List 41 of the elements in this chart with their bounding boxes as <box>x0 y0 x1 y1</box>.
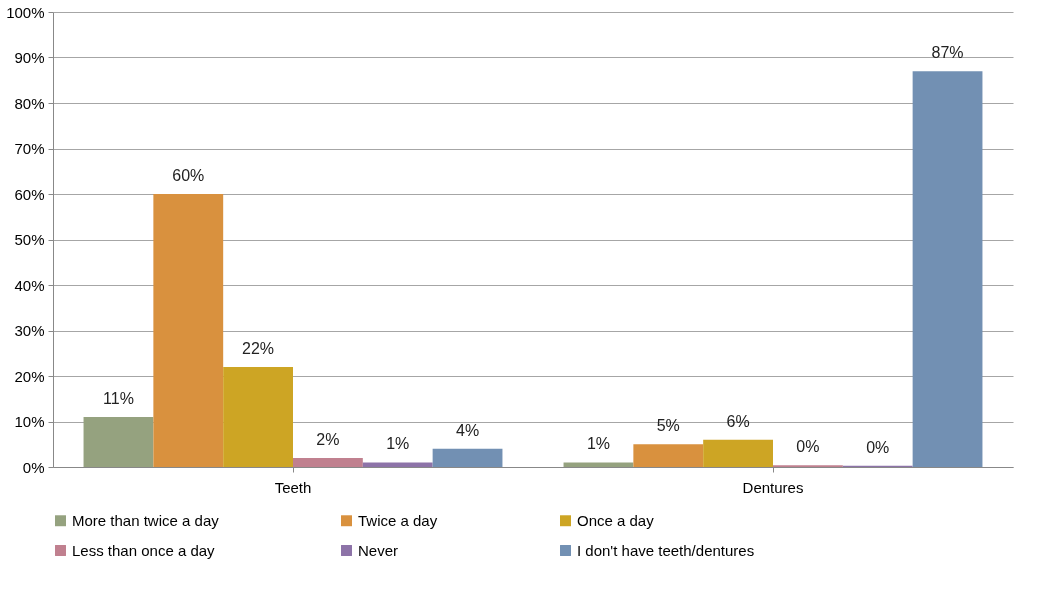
legend-label: Less than once a day <box>72 541 216 559</box>
data-label: 4% <box>455 421 480 439</box>
y-tick-label: 40% <box>14 276 45 294</box>
legend-label: Twice a day <box>358 511 438 529</box>
bar <box>563 462 634 467</box>
x-tick-label: Dentures <box>742 478 804 496</box>
bar <box>362 462 433 467</box>
x-tick-label: Teeth <box>274 478 312 496</box>
y-tick-label: 10% <box>14 413 45 430</box>
y-tick-label: 70% <box>14 140 45 157</box>
data-label: 1% <box>386 435 410 453</box>
bar <box>223 366 293 467</box>
bar <box>633 444 704 467</box>
bar <box>83 416 154 467</box>
y-tick-label: 80% <box>14 94 45 112</box>
bar <box>153 194 224 467</box>
data-label: 5% <box>656 417 680 435</box>
legend-label: Never <box>358 541 399 559</box>
data-label: 6% <box>726 412 750 430</box>
data-label: 22% <box>242 339 275 357</box>
data-label: 0% <box>796 438 820 456</box>
data-label: 2% <box>316 430 340 448</box>
bar <box>432 448 503 467</box>
y-tick-label: 90% <box>14 49 45 66</box>
bar <box>293 457 363 467</box>
y-tick-label: 60% <box>14 185 45 203</box>
bar <box>703 439 773 467</box>
legend-label: More than twice a day <box>72 511 220 529</box>
y-tick-label: 30% <box>14 322 45 339</box>
y-tick-label: 100% <box>6 3 45 21</box>
data-label: 11% <box>103 389 134 407</box>
data-label: 60% <box>172 167 205 184</box>
legend-label: I don't have teeth/dentures <box>577 541 755 559</box>
y-tick-label: 20% <box>14 367 45 385</box>
bar <box>912 71 983 467</box>
y-tick-label: 50% <box>14 231 45 248</box>
legend-label: Once a day <box>577 511 655 529</box>
data-label: 1% <box>586 435 611 453</box>
data-label: 87% <box>931 44 964 62</box>
data-label: 0% <box>866 438 890 456</box>
y-tick-label: 0% <box>22 458 45 476</box>
